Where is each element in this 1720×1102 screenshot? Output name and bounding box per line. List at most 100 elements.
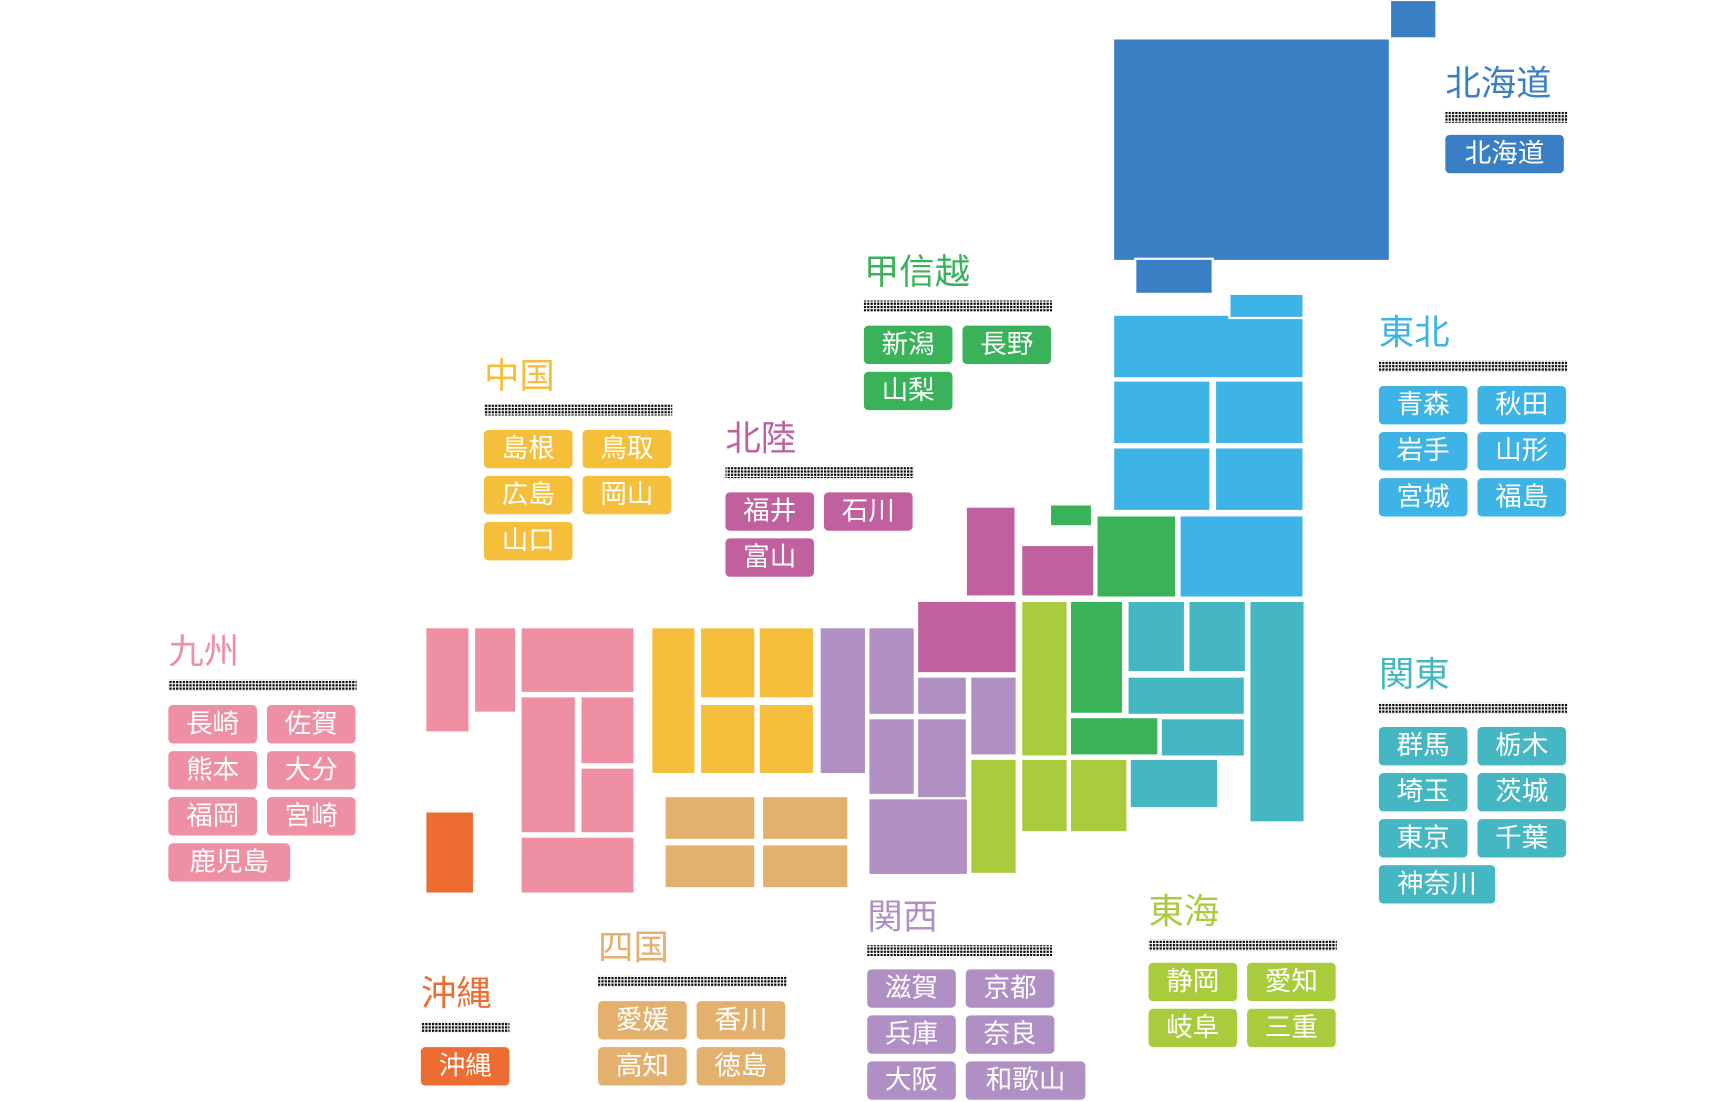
button-label[interactable]: 熊本: [186, 754, 239, 785]
button-label[interactable]: 岩手: [1397, 435, 1450, 466]
prefecture-button[interactable]: 福井: [725, 492, 815, 531]
prefecture-button[interactable]: 愛知: [1247, 962, 1336, 1002]
button-label[interactable]: 石川: [842, 496, 895, 527]
button-bg[interactable]: [1378, 432, 1468, 471]
button-bg[interactable]: [1247, 1008, 1336, 1048]
button-label[interactable]: 北海道: [1465, 138, 1545, 169]
prefecture-button[interactable]: 長崎: [168, 705, 257, 744]
button-label[interactable]: 埼玉: [1397, 776, 1450, 807]
button-bg[interactable]: [483, 521, 573, 561]
button-bg[interactable]: [266, 797, 356, 836]
button-bg[interactable]: [168, 705, 257, 744]
prefecture-button[interactable]: 茨城: [1477, 773, 1567, 812]
button-bg[interactable]: [867, 1061, 956, 1100]
prefecture-button[interactable]: 奈良: [965, 1015, 1055, 1054]
prefecture-button[interactable]: 富山: [725, 538, 815, 577]
button-label[interactable]: 山梨: [882, 375, 935, 406]
button-bg[interactable]: [867, 969, 956, 1008]
button-bg[interactable]: [962, 325, 1052, 365]
button-label[interactable]: 新潟: [882, 329, 935, 360]
button-bg[interactable]: [1477, 819, 1567, 858]
prefecture-button[interactable]: 島根: [483, 429, 573, 469]
prefecture-button[interactable]: 静岡: [1148, 962, 1238, 1002]
prefecture-button[interactable]: 岡山: [582, 475, 672, 515]
button-bg[interactable]: [965, 1061, 1086, 1100]
button-label[interactable]: 長崎: [186, 708, 239, 739]
button-label[interactable]: 長野: [980, 329, 1033, 360]
button-label[interactable]: 福岡: [186, 800, 239, 831]
prefecture-button[interactable]: 新潟: [863, 325, 953, 365]
button-bg[interactable]: [168, 751, 257, 790]
button-label[interactable]: 香川: [714, 1004, 767, 1035]
prefecture-button[interactable]: 三重: [1247, 1008, 1336, 1048]
prefecture-button[interactable]: 福島: [1477, 478, 1567, 517]
button-bg[interactable]: [1148, 1008, 1238, 1048]
button-label[interactable]: 山形: [1495, 435, 1548, 466]
button-label[interactable]: 宮城: [1397, 481, 1450, 512]
prefecture-button[interactable]: 北海道: [1445, 134, 1564, 174]
prefecture-button[interactable]: 東京: [1378, 819, 1468, 858]
prefecture-button[interactable]: 鳥取: [582, 429, 672, 469]
button-bg[interactable]: [725, 492, 815, 531]
button-label[interactable]: 富山: [743, 542, 796, 573]
prefecture-button[interactable]: 岩手: [1378, 432, 1468, 471]
button-bg[interactable]: [863, 325, 953, 365]
button-bg[interactable]: [1247, 962, 1336, 1002]
button-label[interactable]: 愛媛: [616, 1004, 669, 1035]
button-bg[interactable]: [1445, 134, 1564, 174]
prefecture-button[interactable]: 香川: [696, 1001, 786, 1040]
button-label[interactable]: 佐賀: [285, 708, 338, 739]
button-bg[interactable]: [863, 371, 953, 411]
button-label[interactable]: 島根: [502, 433, 555, 464]
prefecture-button[interactable]: 宮城: [1378, 478, 1468, 517]
prefecture-button[interactable]: 青森: [1378, 385, 1468, 425]
button-bg[interactable]: [1378, 385, 1468, 425]
button-label[interactable]: 東京: [1397, 822, 1450, 853]
prefecture-button[interactable]: 徳島: [696, 1047, 786, 1086]
prefecture-button[interactable]: 山口: [483, 521, 573, 561]
button-label[interactable]: 栃木: [1495, 730, 1548, 761]
button-label[interactable]: 高知: [616, 1050, 669, 1081]
button-label[interactable]: 山口: [502, 525, 555, 556]
button-label[interactable]: 沖縄: [439, 1050, 492, 1081]
button-bg[interactable]: [965, 969, 1055, 1008]
prefecture-button[interactable]: 広島: [483, 475, 573, 515]
prefecture-button[interactable]: 千葉: [1477, 819, 1567, 858]
prefecture-button[interactable]: 宮崎: [266, 797, 356, 836]
button-label[interactable]: 茨城: [1495, 776, 1548, 807]
button-bg[interactable]: [1148, 962, 1238, 1002]
button-label[interactable]: 兵庫: [885, 1019, 938, 1050]
button-bg[interactable]: [867, 1015, 956, 1054]
prefecture-button[interactable]: 高知: [598, 1047, 687, 1086]
prefecture-button[interactable]: 福岡: [168, 797, 257, 836]
button-bg[interactable]: [1477, 432, 1567, 471]
button-bg[interactable]: [266, 751, 356, 790]
prefecture-button[interactable]: 愛媛: [598, 1001, 687, 1040]
button-label[interactable]: 奈良: [983, 1019, 1036, 1050]
prefecture-button[interactable]: 秋田: [1477, 385, 1567, 425]
button-label[interactable]: 福島: [1495, 481, 1548, 512]
button-label[interactable]: 青森: [1397, 389, 1450, 420]
button-bg[interactable]: [168, 843, 291, 882]
button-bg[interactable]: [598, 1047, 687, 1086]
prefecture-button[interactable]: 群馬: [1378, 726, 1468, 766]
prefecture-button[interactable]: 大分: [266, 751, 356, 790]
button-bg[interactable]: [965, 1015, 1055, 1054]
prefecture-button[interactable]: 大阪: [867, 1061, 956, 1100]
prefecture-button[interactable]: 兵庫: [867, 1015, 956, 1054]
button-label[interactable]: 千葉: [1495, 822, 1548, 853]
button-bg[interactable]: [598, 1001, 687, 1040]
button-label[interactable]: 岐阜: [1166, 1012, 1219, 1043]
button-label[interactable]: 滋賀: [885, 973, 938, 1004]
button-bg[interactable]: [1378, 478, 1468, 517]
button-label[interactable]: 秋田: [1495, 389, 1548, 420]
button-label[interactable]: 福井: [743, 496, 796, 527]
prefecture-button[interactable]: 栃木: [1477, 726, 1567, 766]
button-bg[interactable]: [1477, 726, 1567, 766]
button-label[interactable]: 大阪: [885, 1065, 938, 1096]
button-bg[interactable]: [696, 1047, 786, 1086]
button-bg[interactable]: [824, 492, 913, 531]
prefecture-button[interactable]: 岐阜: [1148, 1008, 1238, 1048]
button-bg[interactable]: [1378, 726, 1468, 766]
button-label[interactable]: 群馬: [1397, 730, 1450, 761]
